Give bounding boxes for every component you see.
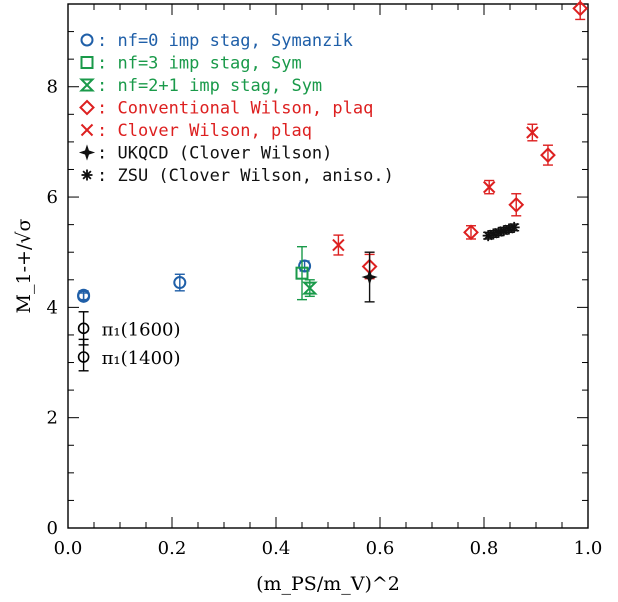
- data-point: [572, 0, 589, 17]
- legend-entry: : nf=3 imp stag, Sym: [80, 54, 302, 74]
- data-point: [498, 225, 510, 237]
- series-3: [361, 0, 589, 280]
- legend-label: : Clover Wilson, plaq: [97, 121, 312, 141]
- legend-marker: [79, 99, 95, 116]
- data-point: [173, 276, 187, 290]
- legend-marker: [80, 56, 94, 69]
- legend-label: : UKQCD (Clover Wilson): [97, 144, 332, 164]
- data-point: [508, 196, 525, 213]
- legend-entry: : Clover Wilson, plaq: [80, 121, 312, 141]
- data-point: [508, 221, 520, 233]
- legend-label: : Conventional Wilson, plaq: [97, 99, 373, 119]
- data-point: [526, 126, 539, 139]
- series-5: [361, 251, 378, 303]
- legend-entry: : ZSU (Clover Wilson, aniso.): [81, 166, 394, 186]
- legend-label: : nf=3 imp stag, Sym: [97, 54, 302, 74]
- y-axis-label: M_1-+/√σ: [13, 219, 35, 314]
- legend-marker: [81, 169, 93, 181]
- legend-entry: : nf=2+1 imp stag, Sym: [79, 76, 322, 96]
- x-tick-label: 1.0: [574, 538, 603, 559]
- legend-marker: [79, 78, 95, 92]
- data-point: [298, 259, 312, 273]
- y-tick-label: 0: [47, 518, 58, 539]
- y-tick-label: 2: [47, 408, 58, 429]
- data-point: [487, 228, 499, 240]
- y-tick-label: 6: [47, 187, 58, 208]
- series-6: [482, 221, 520, 242]
- data-point: [295, 266, 309, 280]
- legend-entry: : nf=0 imp stag, Symanzik: [80, 31, 353, 51]
- x-tick-label: 0.6: [366, 538, 395, 559]
- data-point: [540, 147, 556, 164]
- series-4: [332, 123, 539, 256]
- series-1: [295, 245, 309, 301]
- legend-entry: : Conventional Wilson, plaq: [79, 99, 373, 119]
- legend-entry: : UKQCD (Clover Wilson): [78, 144, 332, 164]
- legend-label: : nf=2+1 imp stag, Sym: [97, 76, 322, 96]
- series-layer: [77, 0, 589, 303]
- reference-marker: [77, 351, 90, 363]
- series-2: [301, 279, 318, 298]
- reference-point: π₁(1400): [77, 338, 181, 372]
- data-point: [361, 268, 378, 286]
- legend-label: : ZSU (Clover Wilson, aniso.): [97, 166, 394, 186]
- y-tick-label: 4: [47, 297, 58, 318]
- series-0: [77, 259, 312, 303]
- reference-label: π₁(1400): [102, 348, 181, 369]
- data-point: [482, 180, 496, 194]
- reference-label: π₁(1600): [102, 319, 181, 340]
- data-point: [77, 289, 91, 303]
- x-tick-label: 0.4: [262, 538, 291, 559]
- data-point: [332, 238, 345, 252]
- data-point: [301, 281, 318, 295]
- x-tick-label: 0.2: [158, 538, 187, 559]
- data-point: [463, 224, 479, 241]
- x-axis-label: (m_PS/m_V)^2: [256, 573, 400, 595]
- legend-marker: [80, 123, 94, 137]
- data-point: [503, 223, 515, 235]
- y-tick-label: 8: [47, 77, 58, 98]
- legend-marker: [78, 144, 96, 161]
- reference-points: π₁(1600) π₁(1400): [77, 311, 181, 372]
- legend: : nf=0 imp stag, Symanzik : nf=3 imp stag…: [78, 31, 394, 186]
- reference-marker: [77, 322, 90, 335]
- reference-point: π₁(1600): [77, 311, 181, 346]
- legend-label: : nf=0 imp stag, Symanzik: [97, 31, 353, 51]
- legend-marker: [80, 33, 94, 47]
- x-tick-label: 0.8: [470, 538, 499, 559]
- x-tick-label: 0.0: [54, 538, 83, 559]
- axes: 0.0 0.2 0.4 0.6 0.8 1.0 0 2 4 6 8 (m_PS/m_V)^2 M_1-+…: [13, 3, 603, 595]
